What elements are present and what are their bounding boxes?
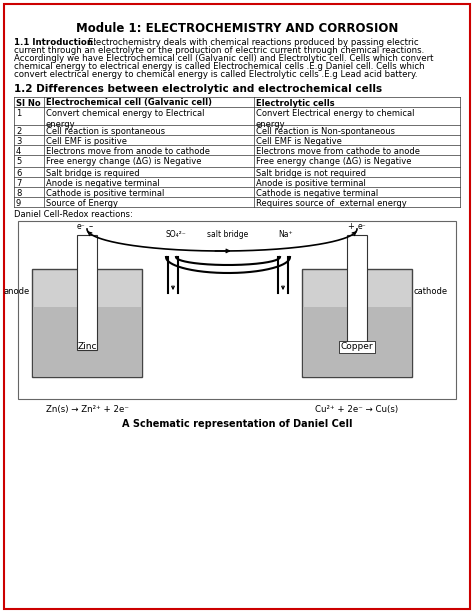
Polygon shape [302,269,412,377]
Text: e⁻: e⁻ [76,222,85,231]
Text: 5: 5 [16,156,21,166]
Text: 8: 8 [16,189,21,197]
Text: Cathode is positive terminal: Cathode is positive terminal [46,189,164,197]
Text: 3: 3 [16,137,21,145]
Text: Salt bridge is not required: Salt bridge is not required [256,169,366,178]
Text: 4: 4 [16,147,21,156]
Text: +: + [347,222,354,231]
Text: Zinc: Zinc [77,342,97,351]
Text: 1.2 Differences between electrolytic and electrochemical cells: 1.2 Differences between electrolytic and… [14,84,382,94]
Text: 1.1 Introduction:: 1.1 Introduction: [14,38,97,47]
Text: 9: 9 [16,199,21,207]
Polygon shape [32,269,142,377]
Text: Sl No: Sl No [16,99,41,107]
Text: current through an electrolyte or the production of electric current through che: current through an electrolyte or the pr… [14,46,424,55]
Text: Free energy change (ΔG) is Negative: Free energy change (ΔG) is Negative [46,156,201,166]
Text: –: – [89,222,93,231]
Text: Daniel Cell-Redox reactions:: Daniel Cell-Redox reactions: [14,210,133,219]
Text: cathode: cathode [414,286,448,295]
Text: Copper: Copper [341,342,374,351]
Text: Electrons move from cathode to anode: Electrons move from cathode to anode [256,147,420,156]
Bar [77,235,97,350]
Text: Na⁺: Na⁺ [279,230,293,239]
Text: anode: anode [4,286,30,295]
Text: Free energy change (ΔG) is Negative: Free energy change (ΔG) is Negative [256,156,411,166]
Text: 2: 2 [16,126,21,135]
Text: chemical energy to electrical energy is called Electrochemical cells .E.g Daniel: chemical energy to electrical energy is … [14,62,425,71]
Text: Electrochemical cell (Galvanic cell): Electrochemical cell (Galvanic cell) [46,99,212,107]
Text: Anode is positive terminal: Anode is positive terminal [256,178,366,188]
Text: 6: 6 [16,169,21,178]
Text: salt bridge: salt bridge [207,230,249,239]
Text: Convert Electrical energy to chemical
energy: Convert Electrical energy to chemical en… [256,109,414,129]
Text: 7: 7 [16,178,21,188]
Text: Anode is negative terminal: Anode is negative terminal [46,178,160,188]
Text: Source of Energy: Source of Energy [46,199,118,207]
Text: Cell reaction is Non-spontaneous: Cell reaction is Non-spontaneous [256,126,395,135]
Text: 1: 1 [16,109,21,118]
Bar [347,235,367,350]
Text: Cell EMF is Negative: Cell EMF is Negative [256,137,342,145]
Bar [18,221,456,399]
Text: Electrons move from anode to cathode: Electrons move from anode to cathode [46,147,210,156]
Text: SO₄²⁻: SO₄²⁻ [165,230,186,239]
Text: Zn(s) → Zn²⁺ + 2e⁻: Zn(s) → Zn²⁺ + 2e⁻ [46,405,128,414]
Text: Cathode is negative terminal: Cathode is negative terminal [256,189,378,197]
Polygon shape [33,306,141,376]
Text: Convert chemical energy to Electrical
energy: Convert chemical energy to Electrical en… [46,109,204,129]
Text: Salt bridge is required: Salt bridge is required [46,169,140,178]
Text: Cell EMF is positive: Cell EMF is positive [46,137,127,145]
Text: Requires source of  external energy: Requires source of external energy [256,199,407,207]
Text: A Schematic representation of Daniel Cell: A Schematic representation of Daniel Cel… [122,419,352,429]
Text: Cell reaction is spontaneous: Cell reaction is spontaneous [46,126,165,135]
Text: Module 1: ELECTROCHEMISTRY AND CORROSION: Module 1: ELECTROCHEMISTRY AND CORROSION [76,22,398,35]
Text: convert electrical energy to chemical energy is called Electrolytic cells .E.g L: convert electrical energy to chemical en… [14,70,418,79]
Text: Cu²⁺ + 2e⁻ → Cu(s): Cu²⁺ + 2e⁻ → Cu(s) [315,405,399,414]
Text: Accordingly we have Electrochemical cell (Galvanic cell) and Electrolytic cell. : Accordingly we have Electrochemical cell… [14,54,434,63]
Text: e⁻: e⁻ [358,222,366,231]
Polygon shape [303,306,411,376]
Text: Electrolytic cells: Electrolytic cells [256,99,335,107]
Text: Electrochemistry deals with chemical reactions produced by passing electric: Electrochemistry deals with chemical rea… [88,38,419,47]
